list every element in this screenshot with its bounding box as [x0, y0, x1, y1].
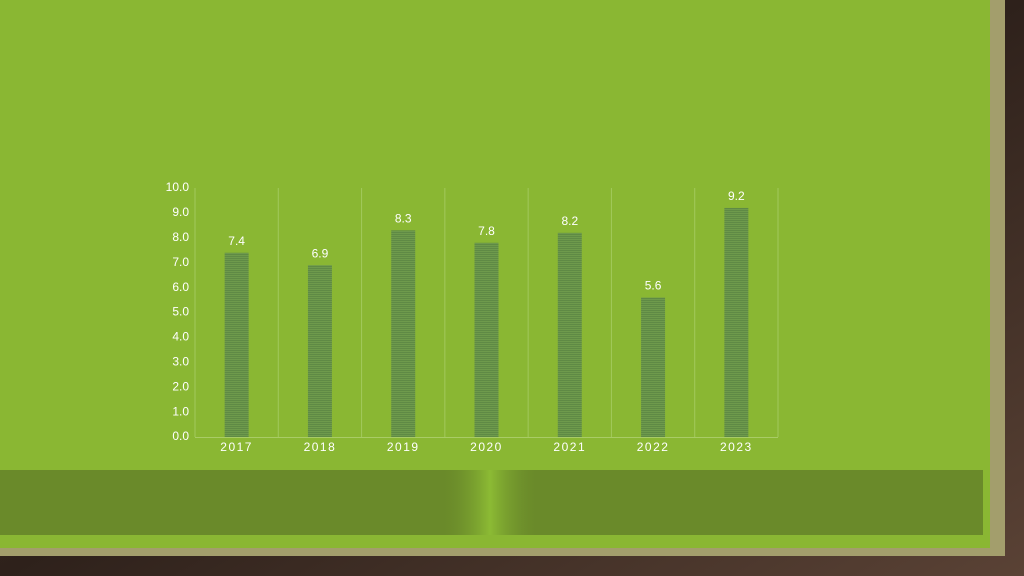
y-tick-label: 1.0: [172, 404, 189, 418]
value-label: 8.2: [561, 214, 578, 228]
x-tick-label: 2023: [720, 440, 753, 454]
bar: [307, 265, 332, 437]
x-tick-label: 2018: [304, 440, 337, 454]
y-tick-label: 7.0: [172, 255, 189, 269]
bar: [557, 232, 582, 437]
value-label: 5.6: [645, 279, 662, 293]
value-label: 8.3: [395, 212, 412, 226]
y-tick-label: 8.0: [172, 230, 189, 244]
bar: [391, 230, 416, 437]
bar: [724, 207, 749, 437]
y-tick-label: 2.0: [172, 379, 189, 393]
y-tick-label: 9.0: [172, 205, 189, 219]
y-tick-label: 0.0: [172, 429, 189, 443]
x-tick-label: 2021: [553, 440, 586, 454]
plot: 0.0 1.0 2.0 3.0 4.0 5.0 6.0 7.0 8.0 9.0 10.0 2017 7.…: [166, 180, 779, 454]
x-tick-label: 2020: [470, 440, 503, 454]
y-tick-label: 10.0: [166, 180, 190, 194]
value-label: 7.8: [478, 224, 495, 238]
value-label: 7.4: [228, 234, 245, 248]
value-label: 9.2: [728, 189, 745, 203]
y-tick-label: 5.0: [172, 305, 189, 319]
bar: [641, 297, 666, 437]
value-label: 6.9: [312, 246, 329, 260]
y-tick-label: 3.0: [172, 354, 189, 368]
x-tick-label: 2022: [637, 440, 670, 454]
bar: [474, 242, 499, 437]
footer-glow: [440, 470, 540, 535]
y-tick-label: 4.0: [172, 330, 189, 344]
x-tick-label: 2019: [387, 440, 420, 454]
bar: [224, 252, 249, 437]
x-tick-label: 2017: [220, 440, 253, 454]
y-tick-label: 6.0: [172, 280, 189, 294]
